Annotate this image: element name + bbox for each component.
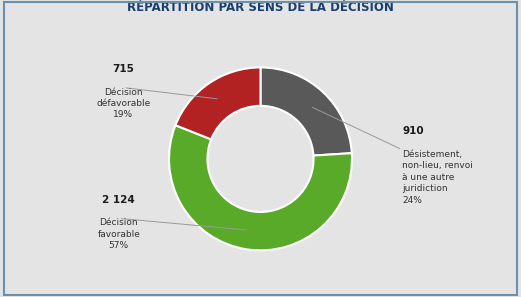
Text: 910: 910 <box>402 126 424 136</box>
Wedge shape <box>169 125 352 250</box>
Text: 2 124: 2 124 <box>102 195 135 205</box>
Text: 715: 715 <box>113 64 134 74</box>
Text: Décision
défavorable
19%: Décision défavorable 19% <box>96 88 151 119</box>
Title: RÉPARTITION PAR SENS DE LA DÉCISION: RÉPARTITION PAR SENS DE LA DÉCISION <box>127 1 394 14</box>
Wedge shape <box>176 67 260 139</box>
Text: Décision
favorable
57%: Décision favorable 57% <box>97 218 140 250</box>
Wedge shape <box>260 67 352 156</box>
Text: Désistement,
non-lieu, renvoi
à une autre
juridiction
24%: Désistement, non-lieu, renvoi à une autr… <box>402 150 473 205</box>
